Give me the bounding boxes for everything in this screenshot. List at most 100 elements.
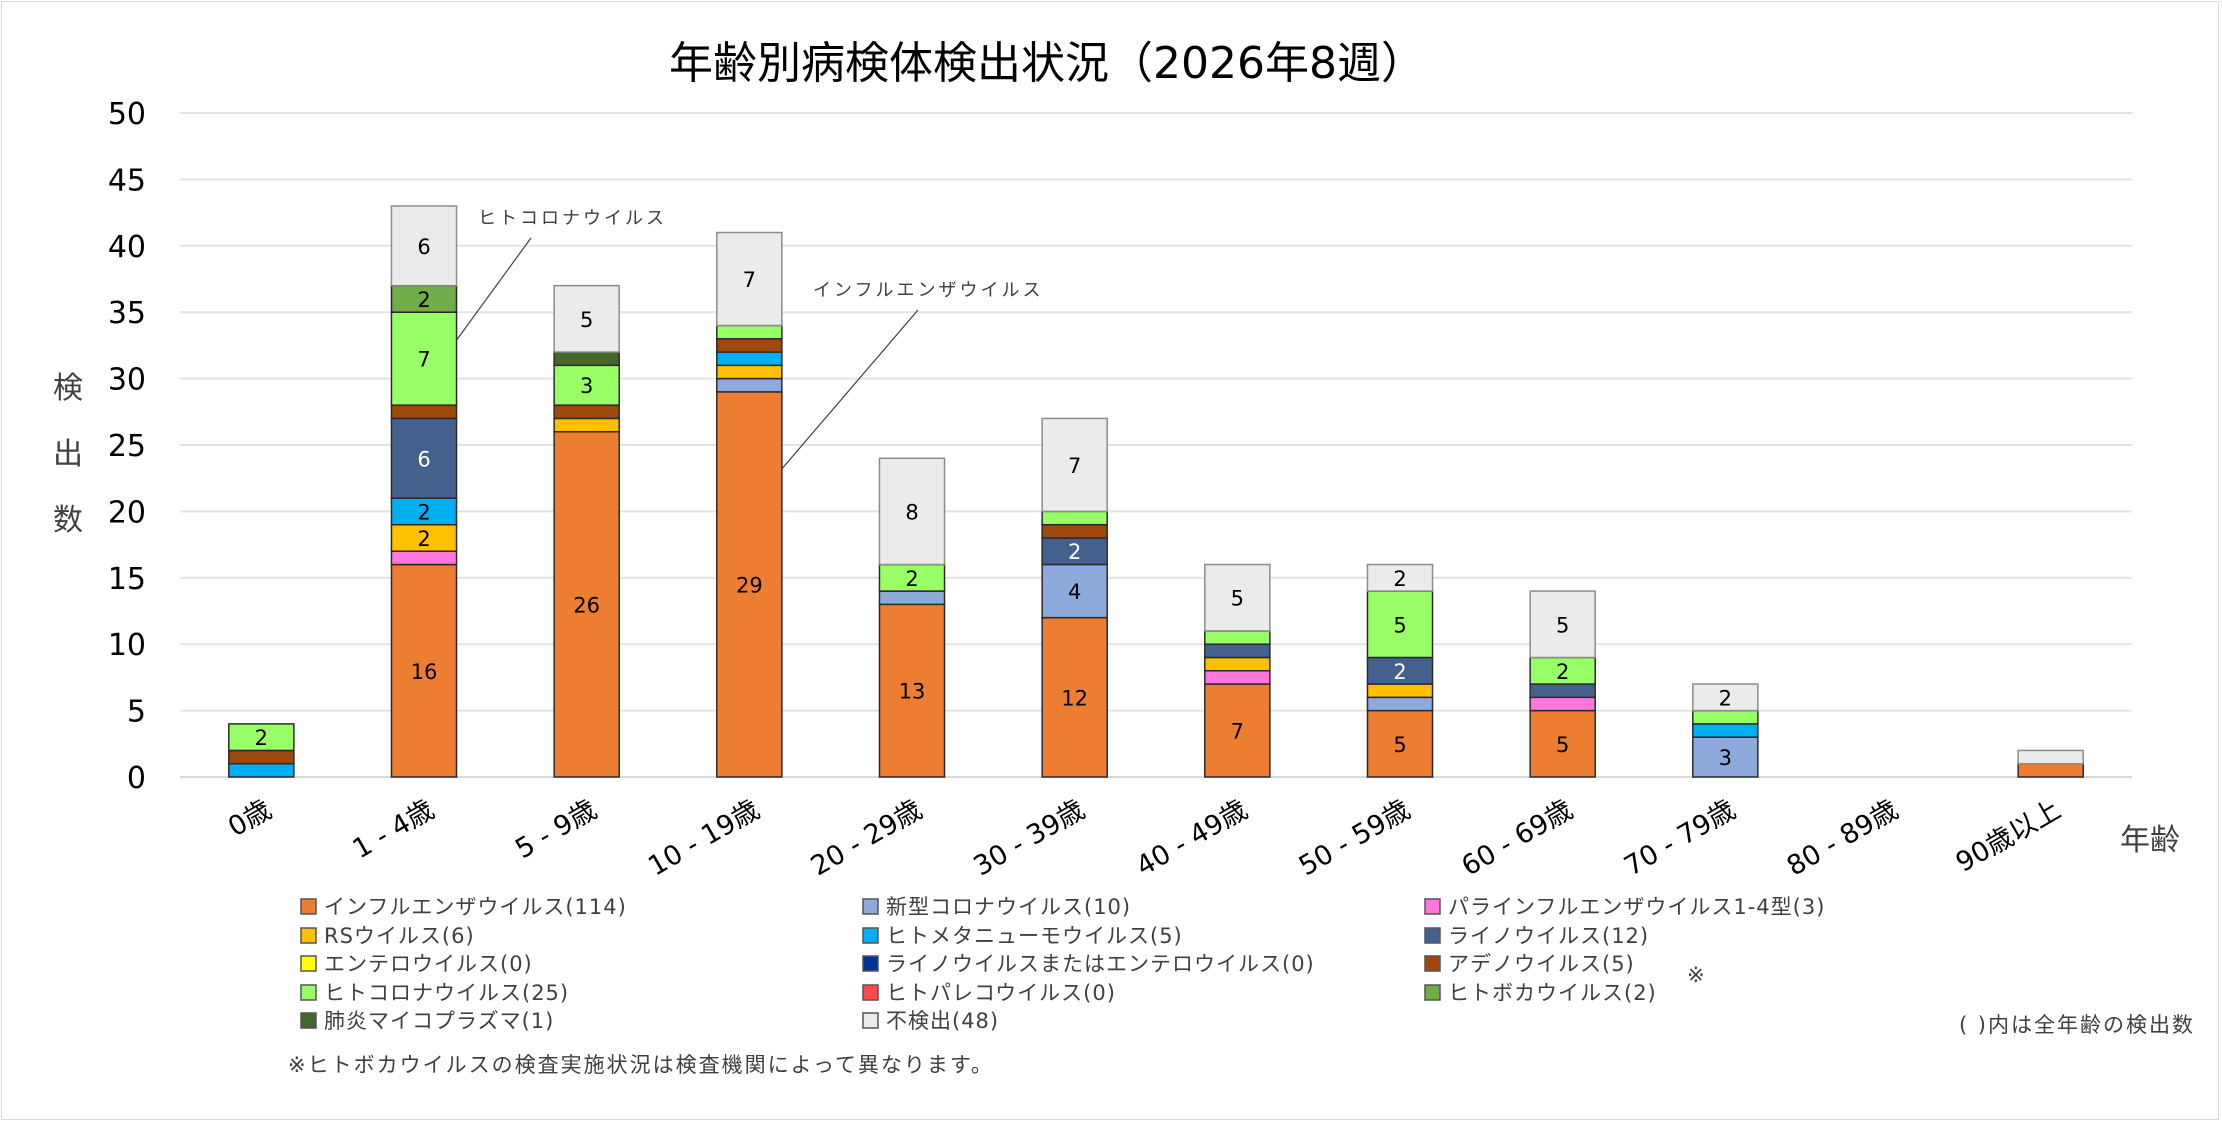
y-tick-label: 30 <box>108 363 146 398</box>
bar-segment <box>553 430 620 778</box>
gridlines <box>180 112 2132 778</box>
bar-segment <box>1041 563 1108 619</box>
bar-segment <box>1529 709 1596 778</box>
bar-segment <box>1366 709 1434 778</box>
bar-segment <box>228 762 295 778</box>
segment-value-label: 2 <box>417 527 430 551</box>
x-category-label: 1 - 4歳 <box>348 794 440 865</box>
segment-value-label: 2 <box>1719 686 1732 710</box>
segment-value-label: 2 <box>417 500 430 524</box>
segment-value-label: 26 <box>573 593 600 617</box>
legend-marker: ※ <box>1687 963 1707 987</box>
x-category-label: 5 - 9歳 <box>510 794 602 865</box>
bar-segment <box>2017 762 2084 778</box>
legend-item: 不検出(48) <box>862 1009 998 1033</box>
legend-swatch <box>300 984 317 1001</box>
bar-segment <box>228 749 295 765</box>
bar-segment <box>1204 563 1271 632</box>
bar-segment <box>1529 590 1596 659</box>
y-tick-label: 50 <box>108 97 146 132</box>
legend-item: RSウイルス(6) <box>300 924 475 948</box>
legend-label: 肺炎マイコプラズマ(1) <box>324 1009 554 1033</box>
legend-item: パラインフルエンザウイルス1-4型(3) <box>1424 895 1825 919</box>
bar-segment <box>878 457 946 566</box>
legend-label: ヒトボカウイルス(2) <box>1448 981 1657 1005</box>
x-category-label: 40 - 49歳 <box>1131 794 1253 882</box>
bar-segment <box>1366 683 1434 699</box>
annotation-leader-line <box>781 309 919 470</box>
x-category-label: 80 - 89歳 <box>1782 794 1904 882</box>
segment-value-label: 13 <box>899 680 926 704</box>
segment-value-label: 2 <box>417 288 430 312</box>
x-category-label: 60 - 69歳 <box>1456 794 1578 882</box>
bar-segment <box>1366 590 1434 659</box>
legend-item: エンテロウイルス(0) <box>300 952 533 976</box>
bar-segment <box>390 563 458 778</box>
legend-label: ヒトパレコウイルス(0) <box>886 981 1116 1005</box>
legend-label: パラインフルエンザウイルス1-4型(3) <box>1448 895 1825 919</box>
legend-swatch <box>862 898 879 915</box>
legend-item: ヒトメタニューモウイルス(5) <box>862 924 1182 948</box>
bar-segment <box>553 351 620 367</box>
x-category-label: 50 - 59歳 <box>1294 794 1416 882</box>
annotation-label: ヒトコロナウイルス <box>478 208 667 229</box>
bar-segment <box>1529 696 1596 712</box>
bar-segment <box>1041 616 1108 778</box>
segment-value-label: 5 <box>580 308 593 332</box>
segment-value-label: 7 <box>417 348 430 372</box>
legend-item: アデノウイルス(5) <box>1424 952 1635 976</box>
y-tick-label: 10 <box>108 628 146 663</box>
legend-label: ヒトコロナウイルス(25) <box>324 981 569 1005</box>
legend-item: ヒトボカウイルス(2) <box>1424 981 1657 1005</box>
bar-segment <box>390 284 458 313</box>
legend-item: インフルエンザウイルス(114) <box>300 895 627 919</box>
y-tick-label: 40 <box>108 230 146 265</box>
annotation-label: インフルエンザウイルス <box>813 280 1043 301</box>
segment-value-label: 5 <box>1556 733 1569 757</box>
bar-segment <box>1041 523 1108 539</box>
legend-swatch <box>1424 898 1441 915</box>
segment-value-label: 2 <box>255 726 268 750</box>
segment-value-label: 7 <box>1068 454 1081 478</box>
legend-label: ライノウイルスまたはエンテロウイルス(0) <box>886 952 1315 976</box>
bar-segment <box>1204 670 1271 685</box>
bar-segment <box>228 723 295 752</box>
bar-segment <box>716 391 783 778</box>
legend-swatch <box>300 927 317 944</box>
legend-label: インフルエンザウイルス(114) <box>324 895 627 919</box>
y-axis-label: 検出数 <box>53 371 83 538</box>
legend-item: ヒトパレコウイルス(0) <box>862 981 1116 1005</box>
legend-swatch <box>1424 984 1441 1001</box>
legend-label: RSウイルス(6) <box>324 924 475 948</box>
segment-value-label: 2 <box>1068 540 1081 564</box>
annotation-leader-line <box>456 237 532 341</box>
legend-item: ライノウイルスまたはエンテロウイルス(0) <box>862 952 1315 976</box>
x-category-label: 0歳 <box>223 794 277 843</box>
segment-value-label: 7 <box>743 268 756 292</box>
legend-label: 新型コロナウイルス(10) <box>886 895 1131 919</box>
legend-item: ヒトコロナウイルス(25) <box>300 981 569 1005</box>
y-axis-label-char: 数 <box>53 503 83 538</box>
bar-segment <box>390 497 458 526</box>
legend-swatch <box>1424 927 1441 944</box>
bar-segment <box>1204 643 1271 659</box>
segment-value-label: 7 <box>1231 720 1244 744</box>
legend-label: アデノウイルス(5) <box>1448 952 1635 976</box>
segment-value-label: 2 <box>1393 567 1406 591</box>
bar-segment <box>716 377 783 393</box>
bar-segment <box>716 324 783 340</box>
segment-value-label: 5 <box>1556 613 1569 637</box>
segment-value-label: 5 <box>1393 613 1406 637</box>
bar-segment <box>1204 630 1271 645</box>
legend-label: ライノウイルス(12) <box>1448 924 1649 948</box>
y-tick-label: 5 <box>127 695 146 730</box>
bar-segment <box>878 590 946 606</box>
segment-value-label: 4 <box>1068 580 1081 604</box>
legend-swatch <box>862 927 879 944</box>
legend-label: エンテロウイルス(0) <box>324 952 533 976</box>
bar-segment <box>553 404 620 420</box>
bar-segment <box>716 351 783 367</box>
